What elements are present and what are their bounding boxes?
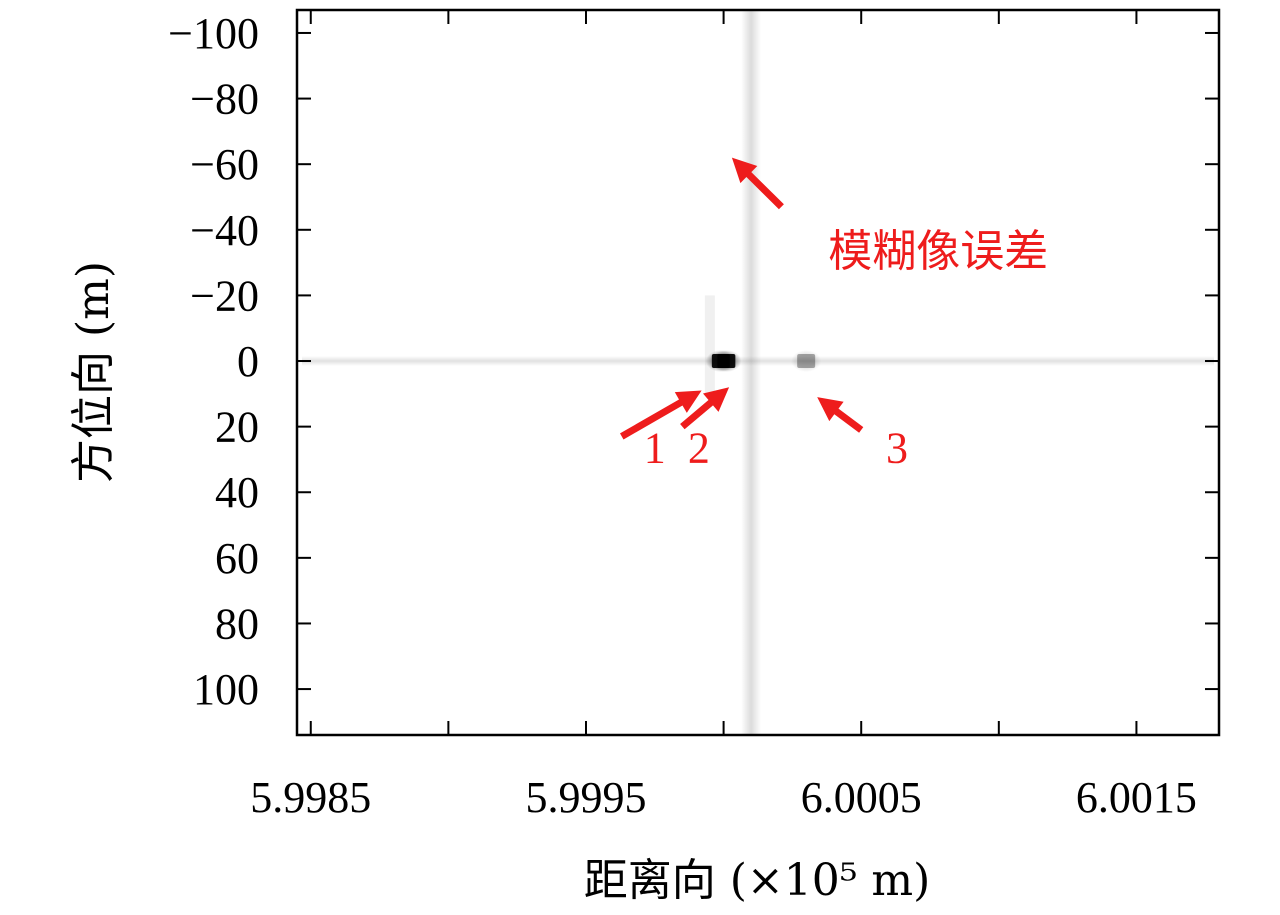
target-point-3 [797,354,816,369]
y-tick-label: 0 [237,337,259,386]
x-axis-label: 距离向 (×10⁵ m) [584,855,931,906]
y-tick-label: −100 [168,9,259,58]
y-tick-label: 40 [215,468,259,517]
y-tick-label: 60 [215,534,259,583]
y-axis-label: 方位向 (m) [68,261,119,483]
annotation-arrow-4 [817,397,864,433]
plot-frame [295,8,1221,737]
annotation-arrow-3 [680,387,730,430]
annotation-label-4: 3 [886,424,908,473]
y-axis-ticks: −100 −80 −60 −40 −20 0 20 40 60 80 100 [168,9,1219,714]
annotations: 模糊像误差 1 2 3 [620,157,1048,473]
annotation-label-3: 2 [688,424,710,473]
annotation-label-2: 1 [644,424,666,473]
x-tick-label: 5.9995 [525,773,646,822]
range-streak [302,356,1214,367]
annotation-arrow-1 [731,157,784,210]
target-halo-3 [791,350,822,373]
y-tick-label: −60 [190,140,259,189]
annotation-label-1: 模糊像误差 [828,226,1048,277]
y-tick-label: 20 [215,403,259,452]
y-tick-label: −20 [190,271,259,320]
x-tick-label: 6.0005 [801,773,922,822]
x-tick-label: 6.0015 [1076,773,1197,822]
x-axis-ticks: 5.9985 5.9995 6.0005 6.0015 [250,10,1197,822]
y-tick-label: 100 [193,665,259,714]
target-point-2 [717,354,736,369]
y-tick-label: 80 [215,599,259,648]
x-tick-label: 5.9985 [250,773,371,822]
image-layer [302,10,1214,735]
y-tick-label: −80 [190,75,259,124]
plot-border [295,8,1221,737]
annotation-arrow-2 [620,390,702,440]
sidelobe-streak [704,295,715,394]
azimuth-streak [741,10,762,735]
y-tick-label: −40 [190,206,259,255]
